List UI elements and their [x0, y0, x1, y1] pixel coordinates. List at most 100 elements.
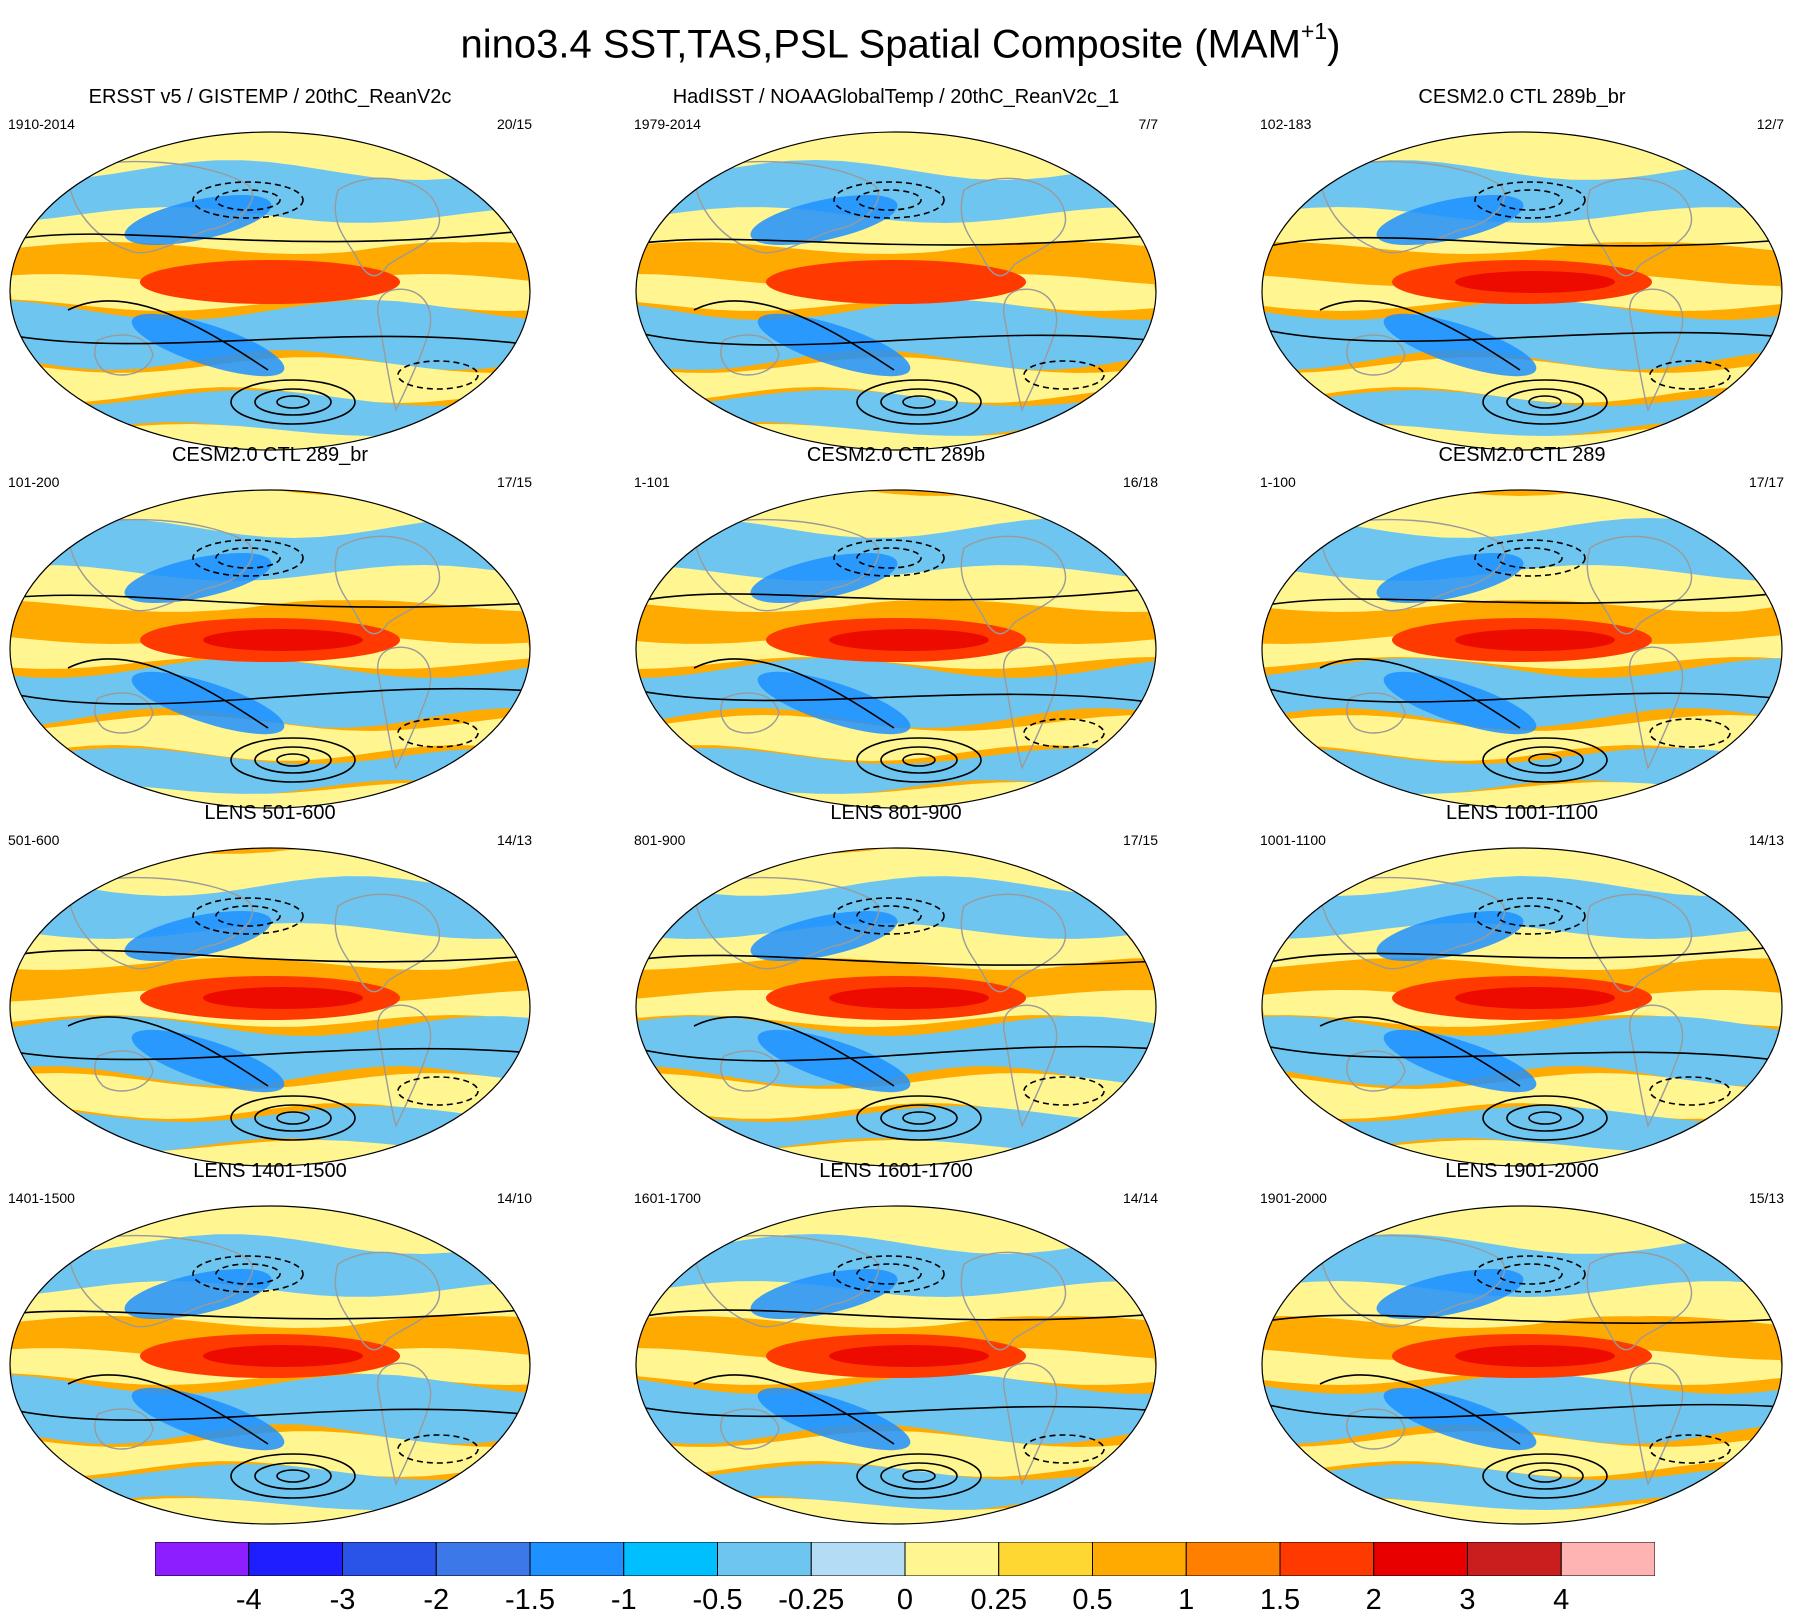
colorbar [155, 1542, 1655, 1576]
colorbar-tick-label: 1.5 [1259, 1584, 1301, 1616]
panel-event-count: 7/7 [1138, 116, 1158, 132]
colorbar-tick-label: -0.5 [692, 1584, 743, 1616]
map-panel: LENS 1901-2000 1901-2000 15/13 [1252, 1160, 1792, 1530]
sst-anomaly-field [1262, 848, 1782, 1166]
psl-contours [636, 539, 1156, 783]
sst-anomaly-field [1262, 132, 1782, 450]
robinson-map [9, 131, 531, 451]
colorbar-swatch [623, 1542, 718, 1576]
map-panel: LENS 1001-1100 1001-1100 14/13 [1252, 802, 1792, 1172]
psl-contours [1262, 181, 1782, 425]
map-border [1261, 1205, 1783, 1525]
coastline [1319, 1234, 1693, 1487]
panel-event-count: 17/15 [1122, 832, 1158, 848]
sst-anomaly-field [1262, 490, 1782, 808]
colorbar-tick-label: 0 [896, 1584, 914, 1616]
panel-title: LENS 1001-1100 [1446, 802, 1598, 824]
panel-title: LENS 1601-1700 [819, 1160, 973, 1182]
psl-contours [636, 1255, 1156, 1499]
map-border [635, 131, 1157, 451]
colorbar-swatch [342, 1542, 437, 1576]
map-panel: ERSST v5 / GISTEMP / 20thC_ReanV2c 1910-2… [0, 86, 540, 456]
sst-anomaly-field [1262, 1206, 1782, 1524]
panel-event-count: 14/14 [1122, 1190, 1158, 1206]
panel-event-count: 16/18 [1122, 474, 1158, 490]
panel-years: 1979-2014 [634, 116, 701, 132]
robinson-map [9, 847, 531, 1167]
map-border [9, 1205, 531, 1525]
panel-title: LENS 501-600 [204, 802, 336, 824]
colorbar-swatch [155, 1542, 250, 1576]
psl-contours [1262, 539, 1782, 783]
panel-event-count: 14/13 [496, 832, 532, 848]
colorbar-tick-label: -4 [235, 1584, 262, 1616]
panel-title: CESM2.0 CTL 289b [806, 444, 986, 466]
coastline [1319, 518, 1693, 771]
panel-title: CESM2.0 CTL 289_br [171, 444, 368, 466]
map-panel: LENS 1601-1700 1601-1700 14/14 [626, 1160, 1166, 1530]
map-border [9, 847, 531, 1167]
panel-years: 1-101 [634, 474, 670, 490]
map-border [635, 489, 1157, 809]
panel-event-count: 14/10 [496, 1190, 532, 1206]
figure-title: nino3.4 SST,TAS,PSL Spatial Composite (M… [0, 8, 1801, 71]
panel-title: CESM2.0 CTL 289b_br [1418, 86, 1626, 108]
map-border [9, 131, 531, 451]
map-border [1261, 489, 1783, 809]
robinson-map [9, 489, 531, 809]
colorbar-swatch [717, 1542, 812, 1576]
psl-contours [10, 181, 530, 425]
colorbar-tick-label: 0.5 [1072, 1584, 1113, 1616]
coastline [67, 876, 441, 1129]
psl-contours [10, 897, 530, 1141]
coastline [67, 160, 441, 413]
coastline [1319, 160, 1693, 413]
map-border [1261, 131, 1783, 451]
panel-event-count: 14/13 [1748, 832, 1784, 848]
robinson-map [9, 1205, 531, 1525]
colorbar-swatch [810, 1542, 906, 1576]
colorbar-swatch [904, 1542, 1000, 1576]
panel-years: 1901-2000 [1260, 1190, 1327, 1206]
colorbar-tick-label: -0.25 [778, 1584, 845, 1616]
map-panel: CESM2.0 CTL 289b 1-101 16/18 [626, 444, 1166, 814]
figure-title-close: ) [1327, 22, 1341, 67]
coastline [1319, 876, 1693, 1129]
panel-event-count: 12/7 [1756, 116, 1784, 132]
panel-years: 801-900 [634, 832, 686, 848]
colorbar-swatch [1279, 1542, 1375, 1576]
map-panel: HadISST / NOAAGlobalTemp / 20thC_ReanV2c… [626, 86, 1166, 456]
panel-title: LENS 1901-2000 [1445, 1160, 1599, 1182]
robinson-map [635, 847, 1157, 1167]
colorbar-swatch [1560, 1542, 1655, 1576]
coastline [693, 160, 1067, 413]
colorbar-tick-label: -1.5 [505, 1584, 555, 1616]
colorbar-swatch [435, 1542, 531, 1576]
panel-title: ERSST v5 / GISTEMP / 20thC_ReanV2c [88, 86, 452, 108]
panel-years: 1601-1700 [634, 1190, 701, 1206]
figure-title-superscript: +1 [1300, 18, 1328, 44]
colorbar-swatch [1092, 1542, 1187, 1576]
panel-title: CESM2.0 CTL 289 [1438, 444, 1606, 466]
map-panel: LENS 801-900 801-900 17/15 [626, 802, 1166, 1172]
colorbar-tick-label: 3 [1459, 1584, 1476, 1616]
colorbar-tick-label: 0.25 [970, 1584, 1027, 1616]
panel-years: 1001-1100 [1260, 832, 1326, 848]
map-panel: CESM2.0 CTL 289 1-100 17/17 [1252, 444, 1792, 814]
panel-event-count: 15/13 [1748, 1190, 1784, 1206]
map-border [635, 847, 1157, 1167]
sst-anomaly-field [10, 132, 530, 450]
panel-event-count: 17/15 [496, 474, 532, 490]
panel-title: LENS 1401-1500 [193, 1160, 347, 1182]
psl-contours [1262, 897, 1782, 1141]
colorbar-tick-label: 4 [1553, 1584, 1570, 1616]
robinson-map [635, 1205, 1157, 1525]
coastline [67, 1234, 441, 1487]
robinson-map [635, 489, 1157, 809]
panel-years: 501-600 [8, 832, 60, 848]
colorbar-swatch [998, 1542, 1093, 1576]
psl-contours [10, 539, 530, 783]
panel-years: 1401-1500 [8, 1190, 75, 1206]
map-border [1261, 847, 1783, 1167]
colorbar-swatch [1185, 1542, 1281, 1576]
